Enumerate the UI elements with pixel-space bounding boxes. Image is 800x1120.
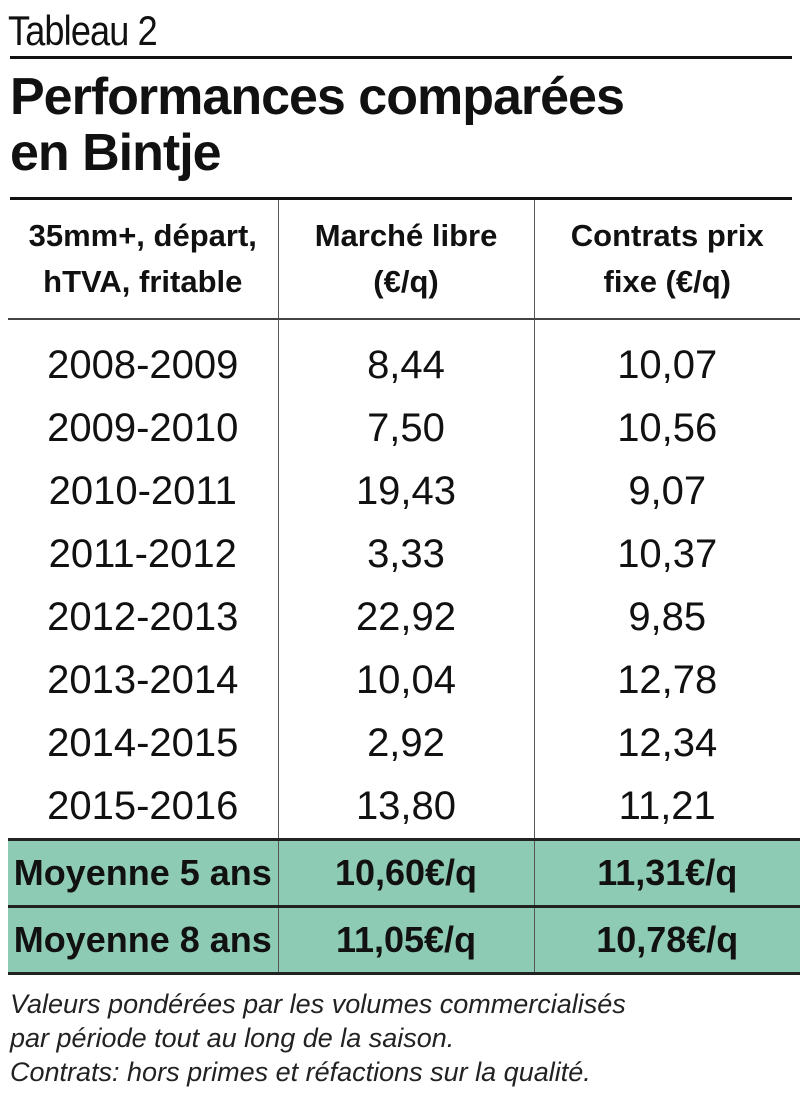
average-row-8-years: Moyenne 8 ans 11,05€/q 10,78€/q: [8, 905, 800, 975]
table-row: 2011-2012 3,33 10,37: [8, 523, 800, 586]
season-cell: 2008-2009: [47, 343, 239, 387]
contrats-cell: 9,85: [533, 586, 800, 649]
contrats-cell: 10,56: [533, 397, 800, 460]
table-row: 2014-2015 2,92 12,34: [8, 712, 800, 775]
header-contrats: Contrats prix fixe (€/q): [533, 200, 800, 320]
marche-cell: 8,44: [277, 319, 534, 397]
season-cell: 2010-2011: [48, 469, 237, 513]
title-line-1: Performances comparées: [10, 68, 625, 126]
table-row: 2008-2009 8,44 10,07: [8, 319, 800, 397]
contrats-cell: 10,37: [533, 523, 800, 586]
contrats-cell: 9,07: [533, 460, 800, 523]
marche-cell: 3,33: [277, 523, 534, 586]
header-row: 35mm+, départ, hTVA, fritable Marché lib…: [8, 200, 800, 320]
divider-top: [10, 56, 792, 59]
average-contrats: 11,31€/q: [533, 838, 800, 907]
contrats-cell: 12,78: [533, 649, 800, 712]
marche-cell: 7,50: [277, 397, 534, 460]
contrats-cell: 11,21: [533, 775, 800, 840]
table-row: 2009-2010 7,50 10,56: [8, 397, 800, 460]
contrats-cell: 10,07: [533, 319, 800, 397]
table-row: 2013-2014 10,04 12,78: [8, 649, 800, 712]
season-cell: 2013-2014: [47, 658, 239, 702]
season-cell: 2012-2013: [47, 595, 239, 639]
average-label: Moyenne 8 ans: [8, 905, 278, 975]
season-cell: 2011-2012: [48, 532, 237, 576]
marche-cell: 22,92: [277, 586, 534, 649]
season-cell: 2015-2016: [47, 784, 239, 828]
contrats-cell: 12,34: [533, 712, 800, 775]
header-marche-libre: Marché libre (€/q): [277, 200, 534, 320]
marche-cell: 10,04: [277, 649, 534, 712]
average-contrats: 10,78€/q: [533, 905, 800, 975]
header-season: 35mm+, départ, hTVA, fritable: [8, 200, 278, 320]
performance-table: 35mm+, départ, hTVA, fritable Marché lib…: [8, 200, 800, 975]
season-cell: 2009-2010: [47, 406, 239, 450]
average-marche: 10,60€/q: [277, 838, 534, 907]
average-marche: 11,05€/q: [277, 905, 534, 975]
marche-cell: 2,92: [277, 712, 534, 775]
title-line-2: en Bintje: [10, 124, 222, 182]
note-line-3: Contrats: hors primes et réfactions sur …: [10, 1057, 591, 1087]
note-line-2: par période tout au long de la saison.: [10, 1023, 455, 1053]
marche-cell: 13,80: [277, 775, 534, 840]
table-title: Performances comparées en Bintje: [10, 69, 792, 197]
marche-cell: 19,43: [277, 460, 534, 523]
table-row: 2015-2016 13,80 11,21: [8, 775, 800, 840]
average-row-5-years: Moyenne 5 ans 10,60€/q 11,31€/q: [8, 838, 800, 907]
table-row: 2012-2013 22,92 9,85: [8, 586, 800, 649]
table-row: 2010-2011 19,43 9,07: [8, 460, 800, 523]
divider-title: [10, 197, 792, 200]
season-cell: 2014-2015: [47, 721, 239, 765]
table-label: Tableau 2: [8, 7, 158, 54]
note-line-1: Valeurs pondérées par les volumes commer…: [10, 989, 626, 1019]
average-label: Moyenne 5 ans: [8, 838, 278, 907]
table-notes: Valeurs pondérées par les volumes commer…: [10, 987, 792, 1089]
